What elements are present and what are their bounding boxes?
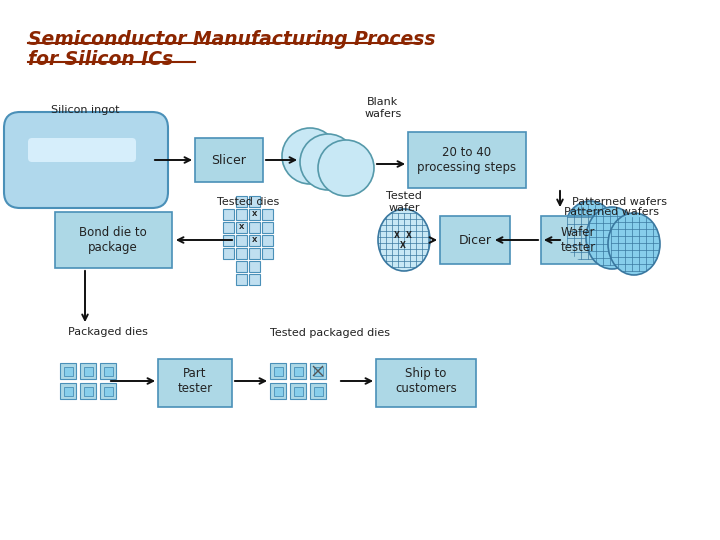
- Text: Tested packaged dies: Tested packaged dies: [270, 328, 390, 338]
- Text: Wafer
tester: Wafer tester: [560, 226, 595, 254]
- Circle shape: [282, 128, 338, 184]
- Bar: [236, 208, 247, 219]
- Bar: [223, 234, 234, 246]
- Bar: [408, 132, 526, 188]
- Text: X: X: [252, 211, 257, 217]
- Ellipse shape: [378, 209, 430, 271]
- Ellipse shape: [564, 201, 616, 263]
- Bar: [249, 195, 260, 206]
- Bar: [158, 359, 232, 407]
- Bar: [262, 208, 273, 219]
- Circle shape: [300, 134, 356, 190]
- Bar: [313, 367, 323, 375]
- Bar: [236, 195, 247, 206]
- Bar: [249, 208, 260, 219]
- Bar: [249, 221, 260, 233]
- Text: Slicer: Slicer: [212, 153, 246, 166]
- Text: X: X: [400, 240, 406, 249]
- Bar: [262, 221, 273, 233]
- Bar: [236, 221, 247, 233]
- Text: X: X: [394, 232, 400, 240]
- Bar: [100, 383, 116, 399]
- Bar: [100, 363, 116, 379]
- Bar: [440, 216, 510, 264]
- Bar: [290, 383, 306, 399]
- Text: 20 to 40
processing steps: 20 to 40 processing steps: [418, 146, 516, 174]
- Text: X: X: [239, 224, 244, 230]
- Text: Blank
wafers: Blank wafers: [364, 97, 402, 119]
- Bar: [262, 234, 273, 246]
- FancyBboxPatch shape: [4, 112, 168, 208]
- Bar: [104, 367, 112, 375]
- Text: Silicon ingot: Silicon ingot: [50, 105, 120, 115]
- Bar: [310, 363, 326, 379]
- Bar: [63, 367, 73, 375]
- Text: Tested
wafer: Tested wafer: [386, 191, 422, 213]
- Bar: [249, 247, 260, 259]
- FancyBboxPatch shape: [28, 138, 136, 162]
- Text: Ship to
customers: Ship to customers: [395, 367, 457, 395]
- Text: X: X: [406, 232, 412, 240]
- Bar: [290, 363, 306, 379]
- Bar: [223, 208, 234, 219]
- Bar: [274, 367, 282, 375]
- Bar: [249, 234, 260, 246]
- Ellipse shape: [608, 213, 660, 275]
- Text: Part
tester: Part tester: [177, 367, 212, 395]
- Bar: [236, 260, 247, 272]
- Bar: [84, 367, 92, 375]
- Bar: [236, 273, 247, 285]
- Bar: [63, 387, 73, 395]
- Bar: [80, 383, 96, 399]
- Bar: [195, 138, 263, 182]
- Text: Patterned wafers: Patterned wafers: [564, 207, 660, 217]
- Bar: [270, 383, 286, 399]
- Bar: [541, 216, 615, 264]
- Bar: [262, 247, 273, 259]
- Bar: [55, 212, 172, 268]
- Bar: [294, 367, 302, 375]
- Bar: [236, 247, 247, 259]
- Bar: [376, 359, 476, 407]
- Text: Tested dies: Tested dies: [217, 197, 279, 207]
- Text: Bond die to
package: Bond die to package: [79, 226, 147, 254]
- Text: Patterned wafers: Patterned wafers: [572, 197, 667, 207]
- Bar: [310, 383, 326, 399]
- Bar: [294, 387, 302, 395]
- Text: X: X: [252, 237, 257, 243]
- Bar: [80, 363, 96, 379]
- Circle shape: [318, 140, 374, 196]
- Text: Dicer: Dicer: [459, 233, 492, 246]
- Bar: [60, 383, 76, 399]
- Bar: [274, 387, 282, 395]
- Bar: [249, 260, 260, 272]
- Ellipse shape: [586, 207, 638, 269]
- Text: for Silicon ICs: for Silicon ICs: [28, 50, 173, 69]
- Text: Packaged dies: Packaged dies: [68, 327, 148, 337]
- Bar: [249, 273, 260, 285]
- Bar: [270, 363, 286, 379]
- Bar: [84, 387, 92, 395]
- Bar: [223, 221, 234, 233]
- Bar: [223, 247, 234, 259]
- Bar: [104, 387, 112, 395]
- Text: Semiconductor Manufacturing Process: Semiconductor Manufacturing Process: [28, 30, 436, 49]
- Bar: [60, 363, 76, 379]
- Bar: [236, 234, 247, 246]
- Bar: [313, 387, 323, 395]
